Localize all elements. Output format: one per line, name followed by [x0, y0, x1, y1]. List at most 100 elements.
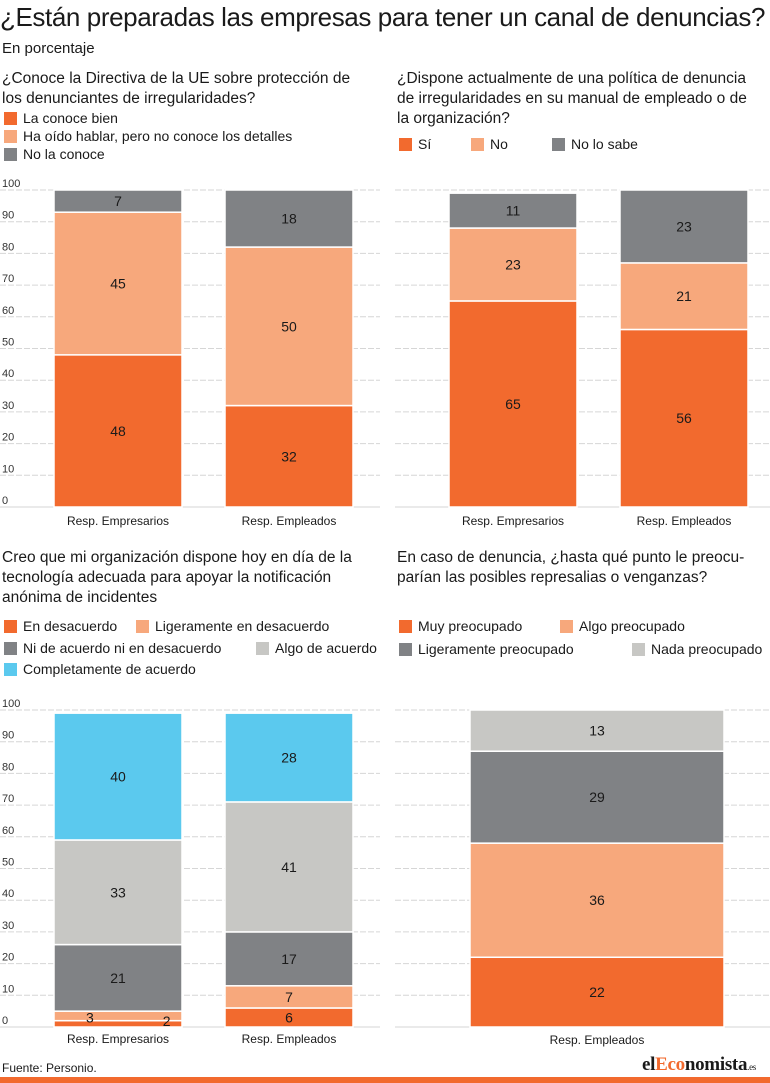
y-tick-label: 70	[2, 793, 14, 805]
question-panel-1: ¿Conoce la Directiva de la UE sobre prot…	[2, 69, 350, 109]
legend-swatch	[4, 642, 17, 655]
bar-value-label: 40	[110, 769, 126, 785]
bar-value-label: 23	[676, 218, 692, 234]
bar-value-label: 28	[281, 750, 297, 766]
question-line: anónima de incidentes	[2, 589, 158, 606]
y-tick-label: 80	[2, 761, 14, 773]
y-tick-label: 50	[2, 337, 14, 349]
legend-item-si: Sí	[399, 136, 431, 152]
bar-value-label: 11	[506, 203, 521, 219]
legend-swatch	[399, 620, 412, 633]
bottom-accent-bar	[0, 1077, 770, 1083]
y-tick-label: 50	[2, 857, 14, 869]
y-tick-label: 40	[2, 888, 14, 900]
question-line: de irregularidades en su manual de emple…	[397, 90, 747, 107]
question-line: parían las posibles represalias o vengan…	[397, 569, 708, 586]
legend-label: Algo preocupado	[579, 618, 685, 634]
bar-value-label: 13	[589, 723, 605, 739]
legend-label: Ni de acuerdo ni en desacuerdo	[23, 640, 222, 656]
question-panel-4: En caso de denuncia, ¿hasta qué punto le…	[397, 548, 744, 588]
bar-segment	[224, 404, 354, 508]
question-line: Creo que mi organización dispone hoy en …	[2, 549, 352, 566]
bar-value-label: 65	[505, 396, 521, 412]
legend-label: La conoce bien	[23, 110, 118, 126]
question-panel-3: Creo que mi organización dispone hoy en …	[2, 548, 352, 608]
bar-value-label: 22	[589, 984, 605, 1000]
legend-swatch	[399, 138, 412, 151]
bar-value-label: 7	[114, 193, 122, 209]
bar-value-label: 29	[589, 789, 605, 805]
bar-segment	[53, 943, 183, 1012]
brand-part: el	[642, 1054, 656, 1075]
legend-label: No lo sabe	[571, 136, 638, 152]
bar-value-label: 7	[285, 989, 293, 1005]
legend-label: Completamente de acuerdo	[23, 661, 196, 677]
bar-value-label: 6	[285, 1009, 293, 1025]
bar-value-label: 21	[676, 288, 692, 304]
legend-item-no-la-conoce: No la conoce	[4, 146, 105, 162]
y-tick-label: 0	[2, 495, 8, 507]
y-tick-label: 60	[2, 305, 14, 317]
bar-value-label: 23	[505, 256, 521, 272]
legend-label: Ligeramente en desacuerdo	[155, 618, 330, 634]
legend-swatch	[4, 620, 17, 633]
legend-swatch	[560, 620, 573, 633]
bar-value-label: 32	[281, 448, 297, 464]
bar-segment	[224, 246, 354, 407]
question-line: la organización?	[397, 110, 510, 127]
category-label: Resp. Empleados	[550, 1033, 645, 1047]
brand-part: Eco	[655, 1054, 685, 1075]
category-label: Resp. Empleados	[242, 514, 337, 528]
bar-segment	[53, 211, 183, 356]
y-tick-label: 10	[2, 463, 14, 475]
category-label: Resp. Empleados	[242, 1032, 337, 1046]
legend-item-muy-preocupado: Muy preocupado	[399, 618, 522, 634]
brand-part: nomista	[684, 1054, 748, 1075]
legend-label: Nada preocupado	[651, 641, 763, 657]
legend-item-algo-preocupado: Algo preocupado	[560, 618, 685, 634]
legend-swatch	[136, 620, 149, 633]
y-tick-label: 30	[2, 400, 14, 412]
category-label: Resp. Empleados	[637, 514, 732, 528]
legend-item-ligeramente-en-desacuerdo: Ligeramente en desacuerdo	[136, 618, 329, 634]
legend-label: No la conoce	[23, 146, 105, 162]
question-line: los denunciantes de irregularidades?	[2, 90, 256, 107]
bar-segment	[619, 328, 749, 508]
legend-swatch	[552, 138, 565, 151]
legend-label: Algo de acuerdo	[275, 640, 377, 656]
legend-item-ni-de-acuerdo: Ni de acuerdo ni en desacuerdo	[4, 640, 221, 656]
y-tick-label: 0	[2, 1015, 8, 1027]
question-line: ¿Conoce la Directiva de la UE sobre prot…	[2, 70, 351, 87]
y-tick-label: 30	[2, 920, 14, 932]
legend-swatch	[4, 663, 17, 676]
bar-value-label: 2	[163, 1013, 171, 1029]
brand-logo: elEconomista.es	[642, 1054, 756, 1076]
category-label: Resp. Empresarios	[462, 514, 564, 528]
legend-item-algo-de-acuerdo: Algo de acuerdo	[256, 640, 377, 656]
legend-label: En desacuerdo	[23, 618, 118, 634]
legend-item-la-conoce-bien: La conoce bien	[4, 110, 118, 126]
legend-swatch	[4, 112, 17, 125]
bar-value-label: 56	[676, 410, 692, 426]
question-line: ¿Dispone actualmente de una política de …	[397, 70, 746, 87]
legend-item-no: No	[471, 136, 508, 152]
legend-item-en-desacuerdo: En desacuerdo	[4, 618, 117, 634]
legend-swatch	[632, 643, 645, 656]
legend-label: Sí	[418, 136, 432, 152]
bar-segment	[53, 712, 183, 841]
bar-value-label: 50	[281, 318, 297, 334]
bar-value-label: 41	[281, 859, 297, 875]
legend-swatch	[256, 642, 269, 655]
legend-label: No	[490, 136, 508, 152]
bar-value-label: 36	[589, 892, 605, 908]
bar-value-label: 48	[110, 423, 126, 439]
bar-value-label: 17	[281, 951, 297, 967]
bar-segment	[469, 709, 725, 752]
y-tick-label: 90	[2, 210, 14, 222]
bar-segment	[224, 931, 354, 987]
legend-item-nada-preocupado: Nada preocupado	[632, 641, 762, 657]
y-tick-label: 100	[2, 178, 20, 190]
bar-segment	[224, 712, 354, 803]
brand-tld: .es	[747, 1062, 756, 1072]
